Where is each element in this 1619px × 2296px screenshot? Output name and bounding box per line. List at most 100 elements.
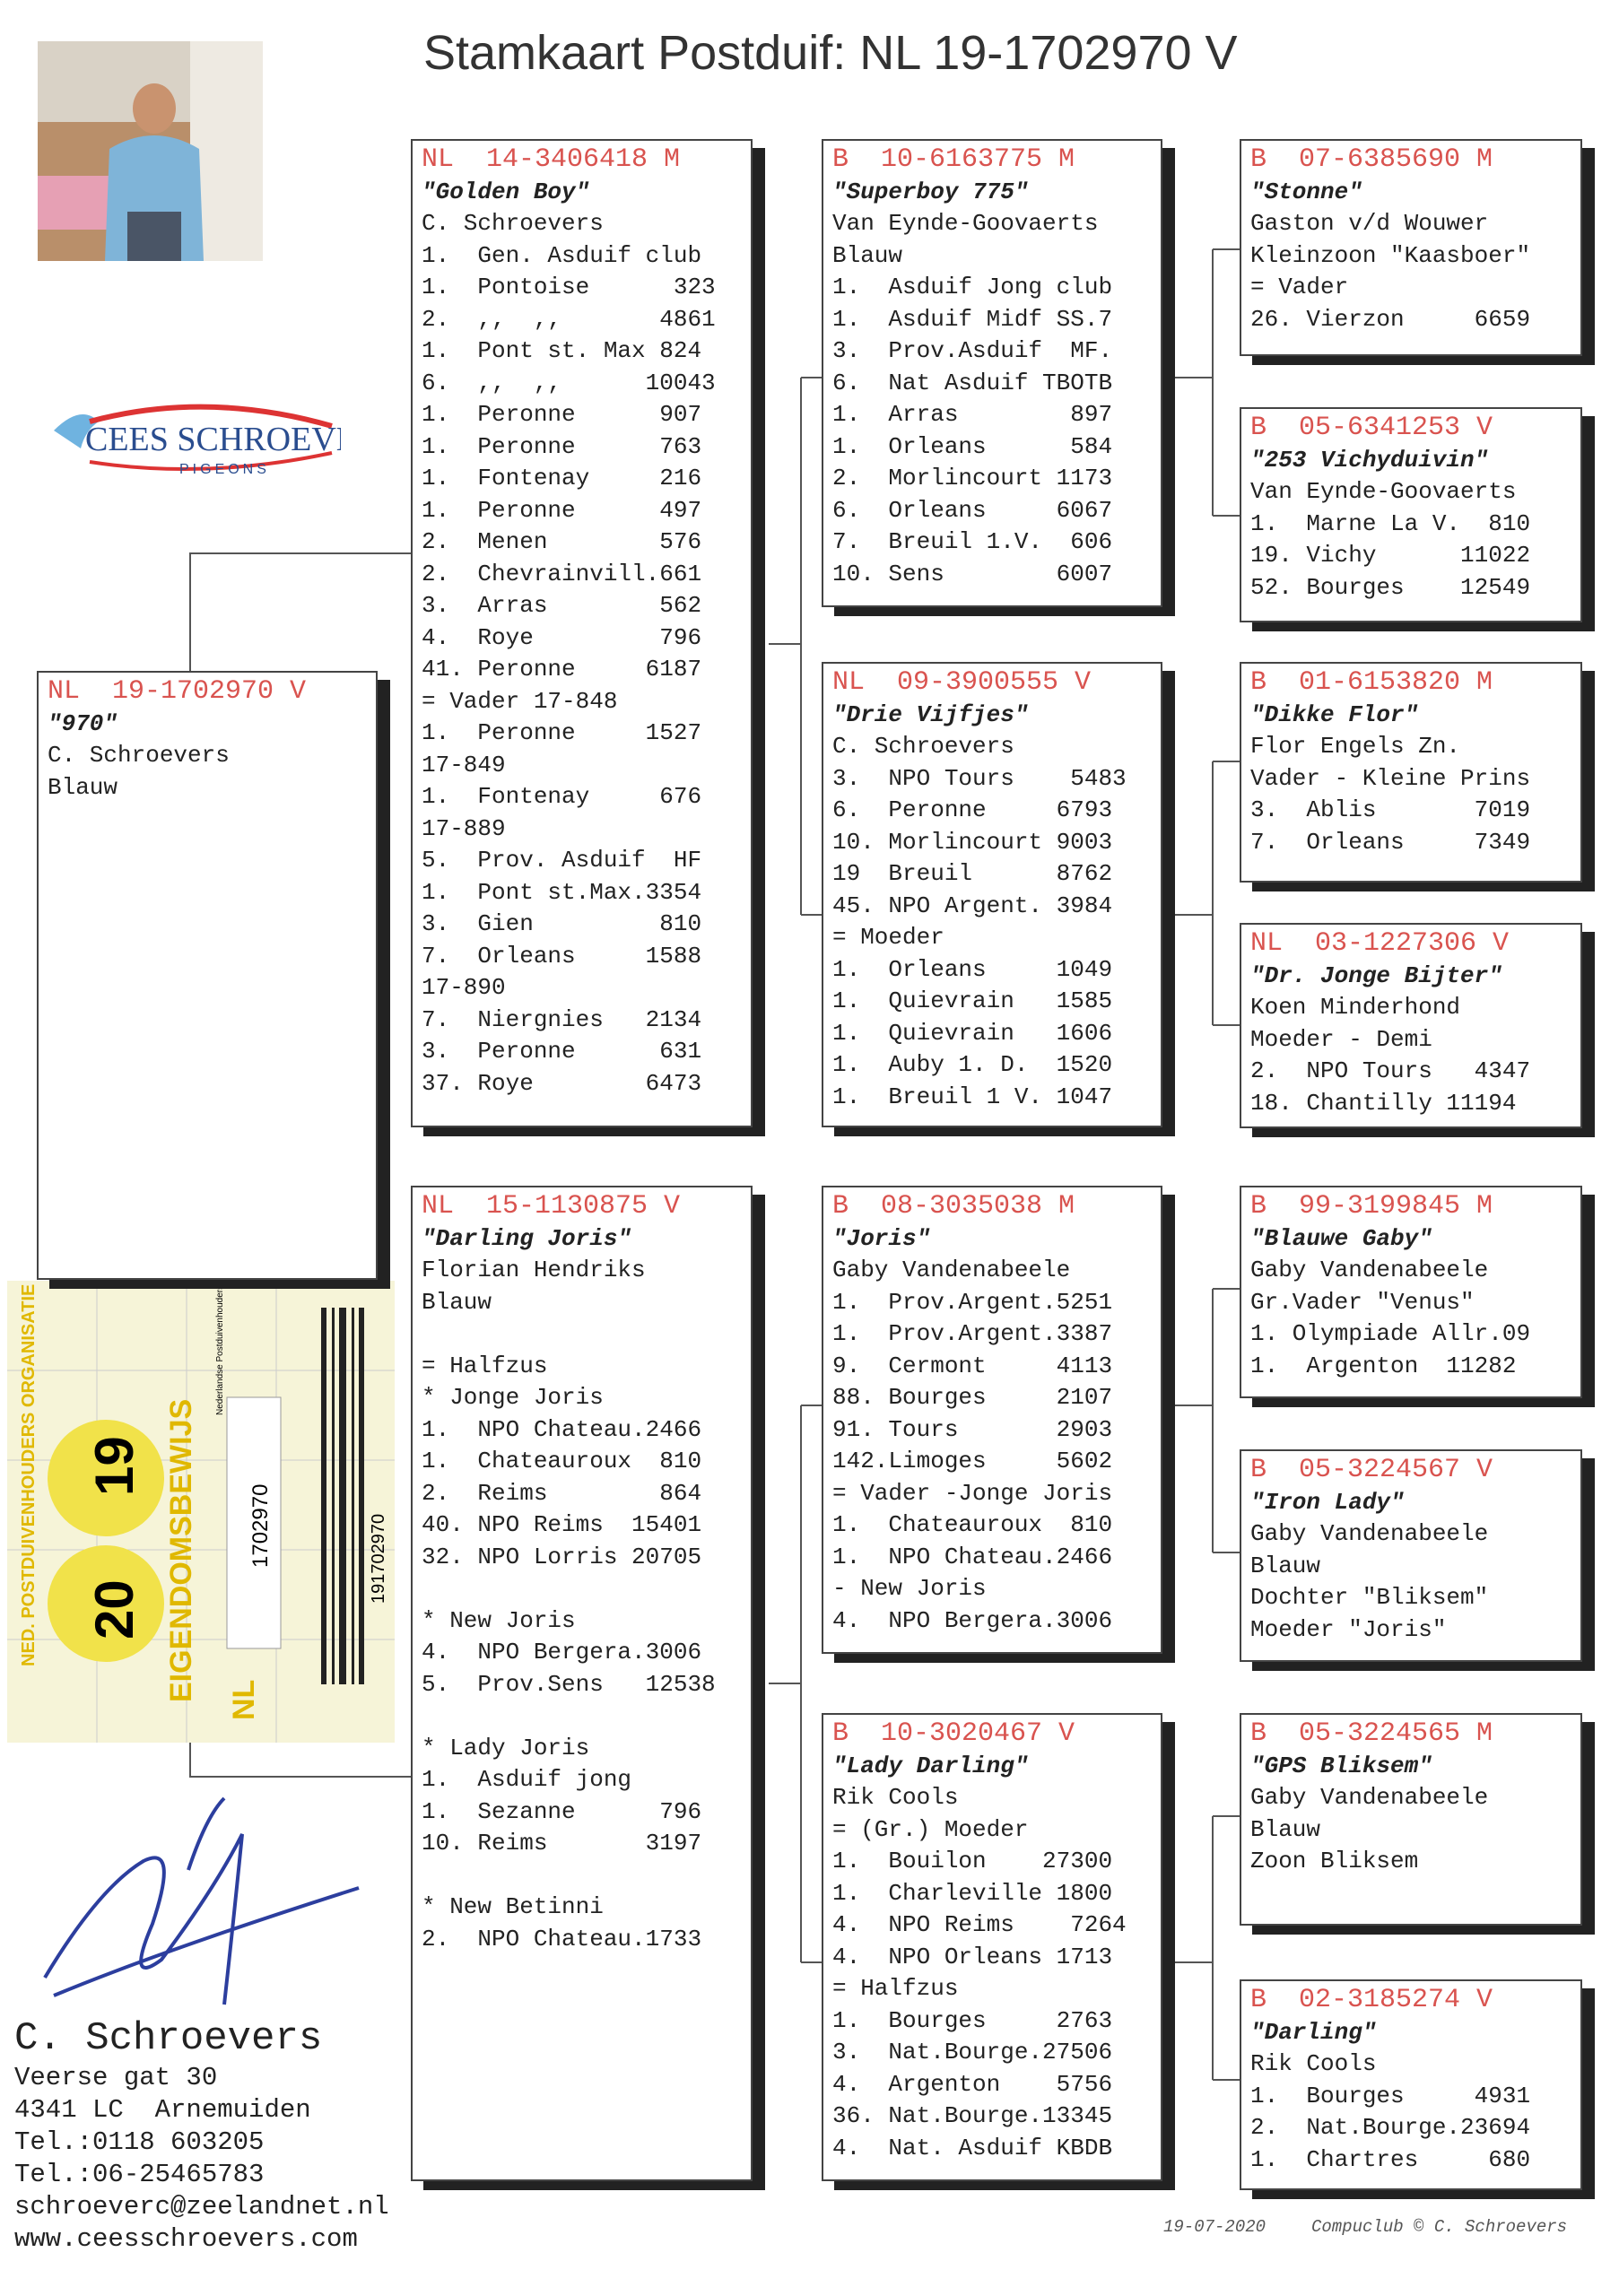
pedigree-line: 1. Bourges 2763 [832, 2006, 1113, 2034]
pedigree-line: 1. Auby 1. D. 1520 [832, 1051, 1113, 1078]
pedigree-line: 1. Gen. Asduif club [422, 241, 702, 269]
pedigree-line: 1. Bourges 4931 [1250, 2082, 1531, 2109]
pigeon-name: "Iron Lady" [1250, 1488, 1405, 1516]
footer-date: 19-07-2020 [1163, 2217, 1266, 2237]
pedigree-line: 1. Olympiade Allr.09 [1250, 1320, 1531, 1347]
pedigree-line: 18. Chantilly 11194 [1250, 1089, 1517, 1117]
pedigree-line: 4. Roye 796 [422, 623, 702, 651]
ring-year-b: 19 [84, 1436, 144, 1496]
pedigree-line: 4. NPO Bergera.3006 [422, 1639, 702, 1665]
pedigree-line: 1. Orleans 1049 [832, 955, 1113, 983]
pedigree-line: 1. Pont st. Max 824 [422, 337, 702, 364]
pedigree-line: 1. NPO Chateau.2466 [832, 1543, 1113, 1570]
pedigree-line: 45. NPO Argent. 3984 [832, 891, 1113, 919]
pigeon-name: "Drie Vijfjes" [832, 700, 1029, 728]
pedigree-line: 1. Bouilon 27300 [832, 1848, 1113, 1874]
spacer [422, 1700, 742, 1733]
pedigree-line: 1. Asduif Jong club [832, 274, 1113, 300]
ring-number: NL 03-1227306 V [1250, 928, 1510, 959]
pedigree-line: = Moeder [832, 924, 944, 951]
owner-photo [38, 41, 263, 261]
pedigree-card: B 08-3035038 M "Joris" Gaby Vandenabeele 1.… [822, 1186, 1162, 1654]
pedigree-line: Gaby Vandenabeele [1250, 1257, 1489, 1283]
pedigree-line: Blauw [422, 1288, 492, 1316]
pedigree-line: 40. NPO Reims 15401 [422, 1511, 702, 1538]
logo-name: CEES SCHROEVERS [85, 421, 341, 458]
ring-number: NL 14-3406418 M [422, 144, 681, 175]
logo-sub: PIGEONS [179, 462, 270, 477]
pedigree-card: NL 19-1702970 V "970" C. Schroevers Blauw [37, 671, 378, 1280]
pedigree-line: 1. Charleville 1800 [832, 1879, 1113, 1907]
pedigree-line: 3. Prov.Asduif MF. [832, 337, 1113, 364]
ring-number: B 02-3185274 V [1250, 1985, 1493, 2015]
pedigree-line: 6. Nat Asduif TBOTB [832, 369, 1113, 396]
pedigree-line: 2. Morlincourt 1173 [832, 465, 1113, 491]
pedigree-line: 3. Arras 562 [422, 592, 702, 619]
pedigree-line: Kleinzoon "Kaasboer" [1250, 241, 1531, 269]
pedigree-card: B 05-6341253 V "253 Vichyduivin" Van Eynde… [1240, 407, 1582, 622]
pedigree-line: Florian Hendriks [422, 1257, 646, 1283]
ring-number: B 10-3020467 V [832, 1718, 1075, 1749]
ring-country: NL [227, 1680, 261, 1720]
pedigree-card: B 99-3199845 M "Blauwe Gaby" Gaby Vandenab… [1240, 1186, 1582, 1398]
pedigree-line: C. Schroevers [832, 733, 1014, 760]
pedigree-line: 4. Argenton 5756 [832, 2070, 1113, 2098]
pedigree-line: 6. ,, ,, 10043 [422, 369, 716, 396]
pedigree-line: 19 Breuil 8762 [832, 860, 1113, 887]
pedigree-line: 1. Pontoise 323 [422, 274, 716, 300]
pigeon-name: "Darling Joris" [422, 1224, 632, 1252]
pedigree-card: B 07-6385690 M "Stonne" Gaston v/d Wouwer K… [1240, 139, 1582, 356]
pedigree-card: B 01-6153820 M "Dikke Flor" Flor Engels Zn… [1240, 662, 1582, 883]
pedigree-line: 91. Tours 2903 [832, 1415, 1113, 1443]
pedigree-line: 4. NPO Reims 7264 [832, 1911, 1127, 1938]
pedigree-line: * New Joris [422, 1606, 576, 1634]
pedigree-line: 3. Peronne 631 [422, 1038, 702, 1065]
pedigree-line: 4. NPO Orleans 1713 [832, 1943, 1113, 1970]
ring-number: B 05-3224565 M [1250, 1718, 1493, 1749]
pedigree-line: = Halfzus [832, 1975, 959, 2002]
pedigree-line: 1. Quievrain 1606 [832, 1019, 1113, 1047]
spacer [422, 1860, 742, 1892]
pigeon-name: "Stonne" [1250, 178, 1362, 205]
pedigree-line: Blauw [832, 241, 903, 269]
pedigree-line: * New Betinni [422, 1893, 604, 1920]
pedigree-line: 4. NPO Bergera.3006 [832, 1606, 1113, 1634]
pigeon-name: "Lady Darling" [832, 1752, 1029, 1779]
pedigree-line: * Jonge Joris [422, 1384, 604, 1411]
pedigree-line: Gaby Vandenabeele [1250, 1784, 1489, 1811]
pedigree-line: Koen Minderhond [1250, 994, 1461, 1021]
contact-web: www.ceesschroevers.com [14, 2224, 358, 2254]
pedigree-card: B 05-3224565 M "GPS Bliksem" Gaby Vandenab… [1240, 1713, 1582, 1926]
pedigree-line: 1. Peronne 907 [422, 401, 702, 428]
pedigree-line: 1. Chateauroux 810 [832, 1511, 1113, 1538]
pedigree-line: 5. Prov. Asduif HF [422, 847, 702, 874]
pigeon-name: "Dr. Jonge Bijter" [1250, 961, 1502, 989]
ring-barcode: 191702970 [369, 1514, 388, 1604]
pedigree-line: = Vader [1250, 274, 1349, 300]
pedigree-line: 1. Prov.Argent.5251 [832, 1288, 1113, 1316]
pedigree-line: 17-849 [422, 751, 506, 778]
pigeon-name: "Joris" [832, 1224, 931, 1252]
ring-card: NED. POSTDUIVENHOUDERS ORGANISATIE EIGEN… [7, 1281, 395, 1743]
pedigree-line: * Lady Joris [422, 1734, 590, 1761]
pedigree-line: 6. Orleans 6067 [832, 496, 1113, 524]
pedigree-line: 3. Gien 810 [422, 910, 702, 937]
spacer [422, 1573, 742, 1605]
pedigree-line: 2. NPO Chateau.1733 [422, 1925, 702, 1952]
pedigree-line: 26. Vierzon 6659 [1250, 305, 1531, 333]
pedigree-line: 17-889 [422, 814, 506, 842]
contact-tel: Tel.:06-25465783 [14, 2160, 265, 2189]
pedigree-line: Moeder - Demi [1250, 1025, 1432, 1053]
pedigree-line: = Halfzus [422, 1352, 548, 1379]
ring-number: B 01-6153820 M [1250, 667, 1493, 698]
pedigree-card: NL 03-1227306 V "Dr. Jonge Bijter" Koen Mi… [1240, 923, 1582, 1128]
pedigree-card: B 05-3224567 V "Iron Lady" Gaby Vandenabee… [1240, 1449, 1582, 1662]
pedigree-line: 1. Chartres 680 [1250, 2145, 1531, 2173]
pedigree-line: Van Eynde-Goovaerts [832, 210, 1099, 237]
ring-number: B 99-3199845 M [1250, 1191, 1493, 1222]
pedigree-line: 7. Orleans 1588 [422, 942, 702, 970]
pedigree-line: 17-890 [422, 974, 506, 1001]
pedigree-line: 3. Ablis 7019 [1250, 796, 1531, 823]
page-title: Stamkaart Postduif: NL 19-1702970 V [423, 26, 1238, 80]
ring-year-a: 20 [84, 1579, 144, 1639]
